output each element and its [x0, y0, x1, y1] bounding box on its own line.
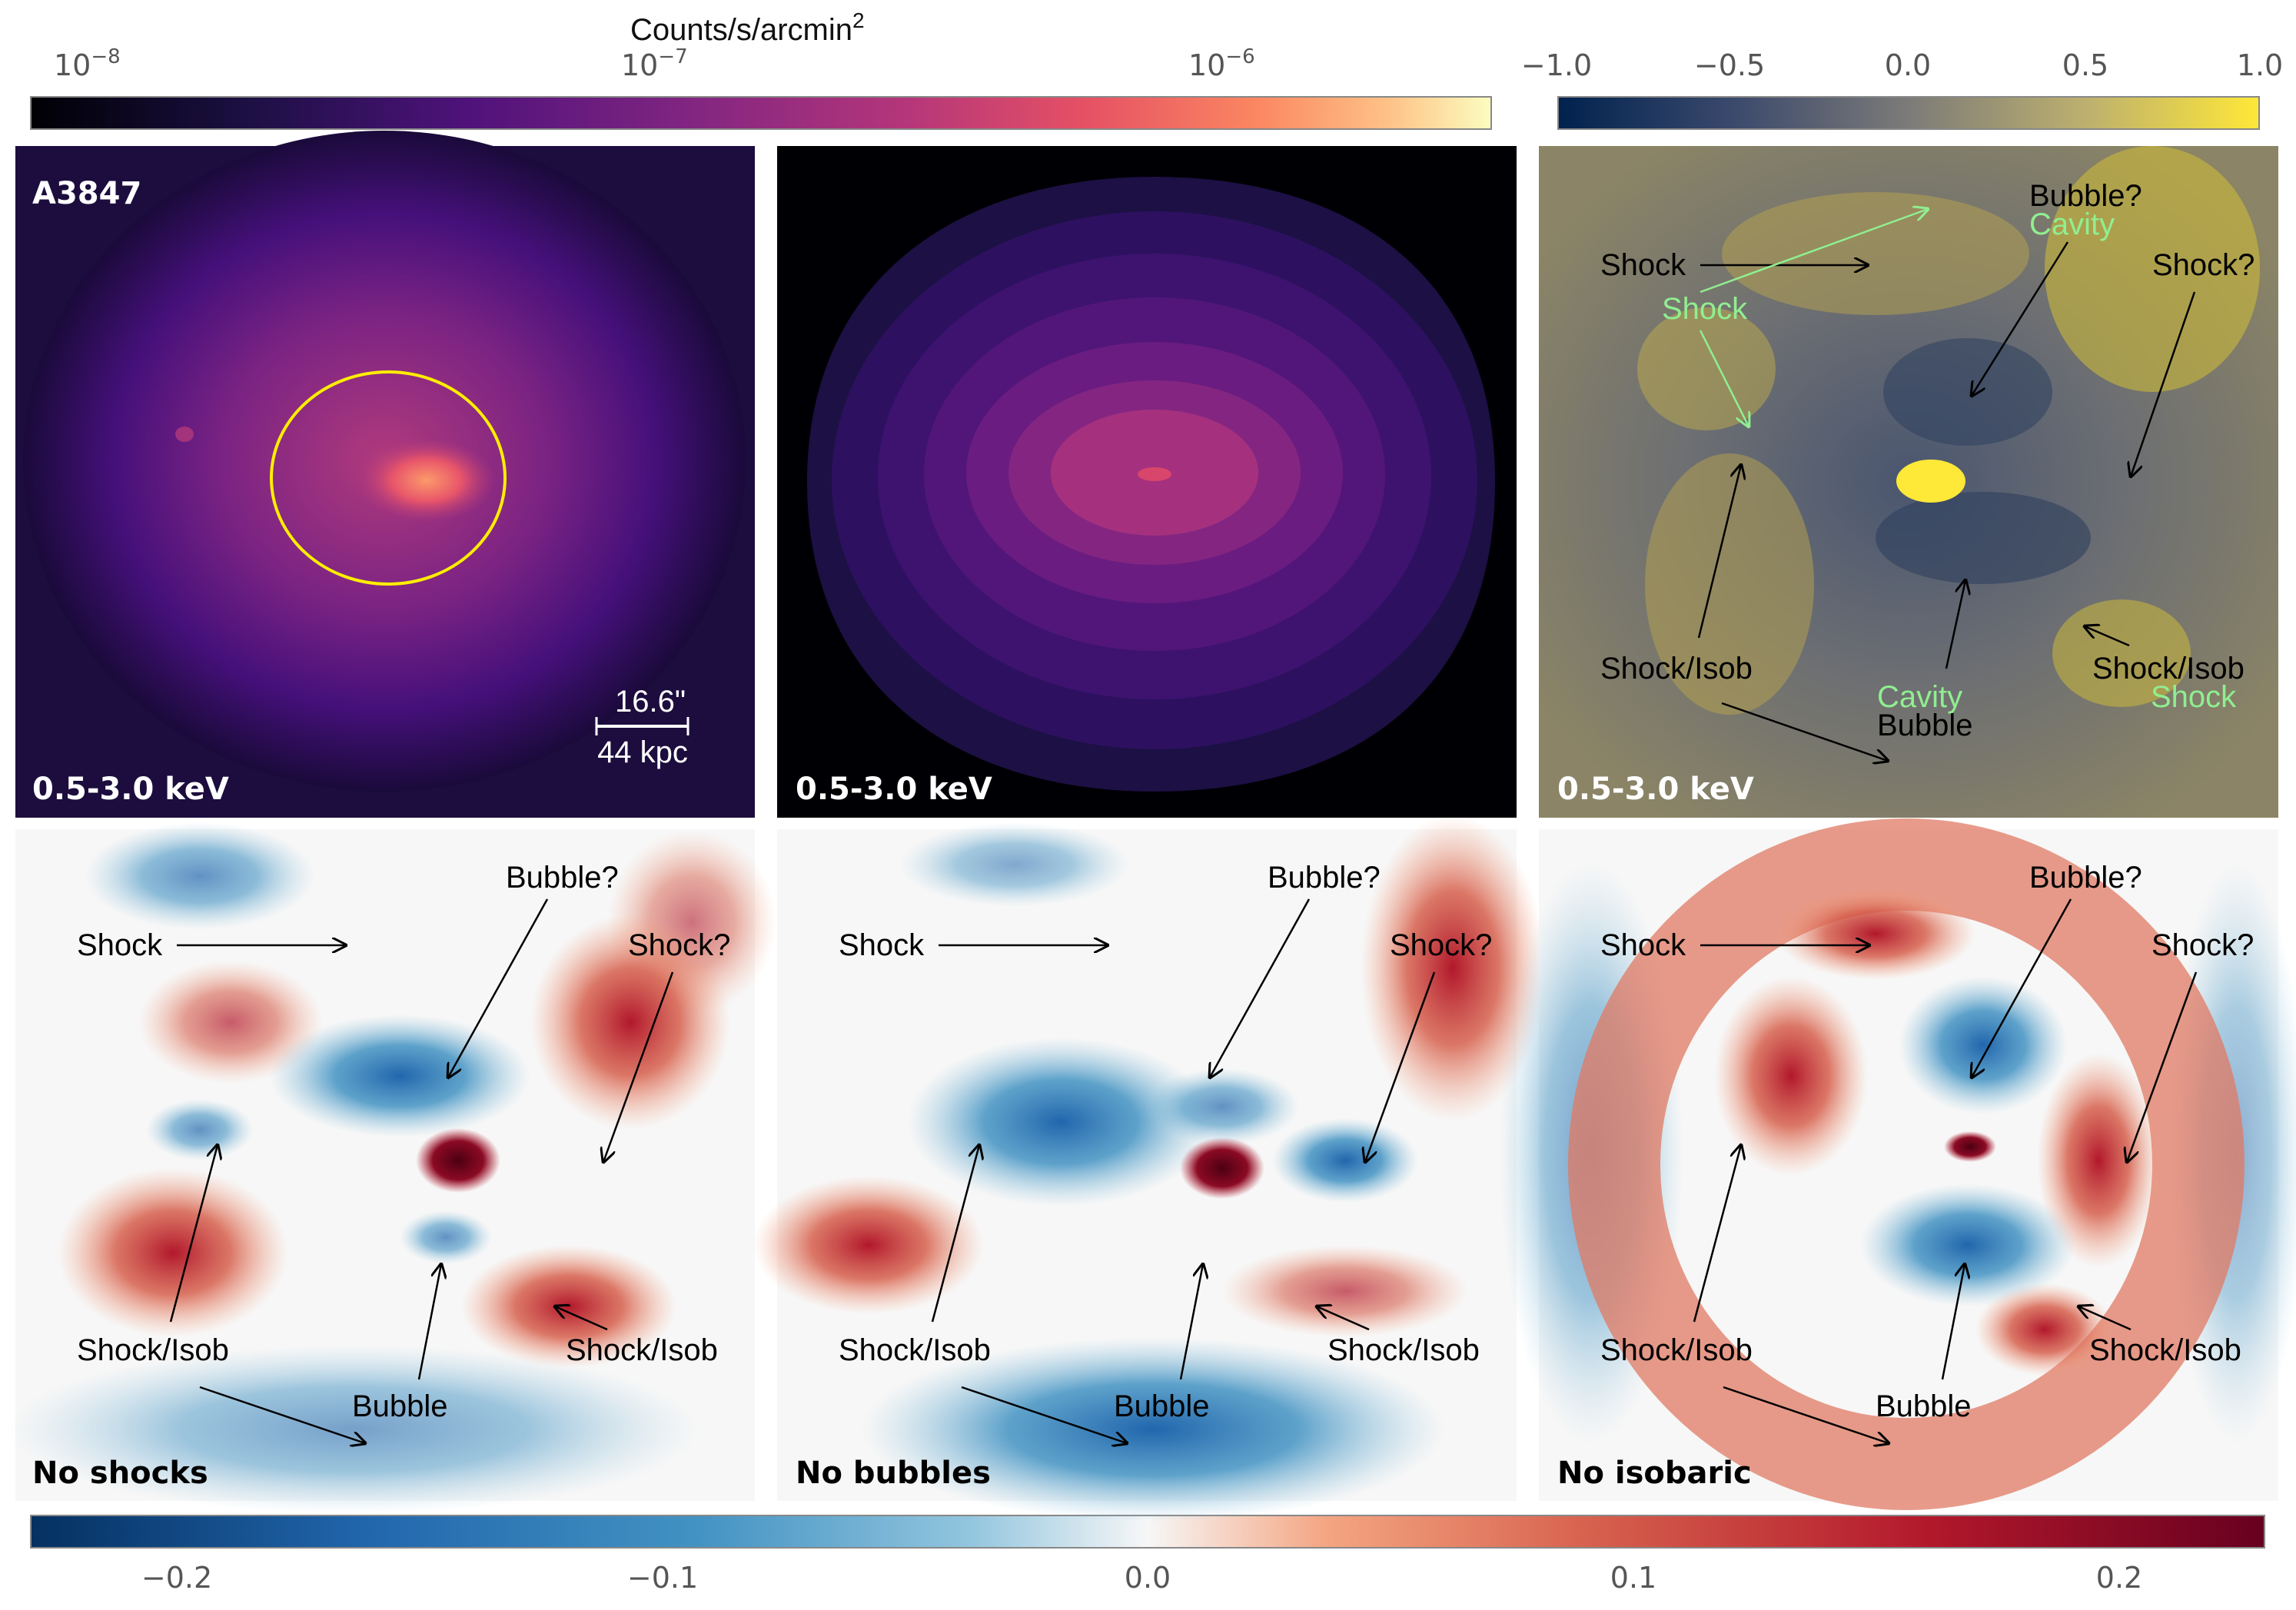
panel-no-shocks: No shocks	[8, 822, 776, 1514]
residual-core	[1180, 1137, 1264, 1199]
object-name: A3847	[32, 176, 141, 211]
annotation-bubble-q: Bubble?	[2029, 179, 2142, 213]
scale-bar-distance: 44 kpc	[597, 735, 688, 769]
bright-core	[357, 438, 496, 523]
ratio-tick: 0.5	[2062, 48, 2108, 82]
ratio-colorbar: −1.0 −0.5 0.0 0.5 1.0	[1521, 48, 2283, 130]
annotation-bubble-q: Bubble?	[2029, 861, 2142, 895]
annotation-bubble: Bubble	[1114, 1389, 1210, 1423]
annotation-cavity: Cavity	[2029, 207, 2115, 241]
residual-tick: −0.1	[627, 1561, 698, 1595]
annotation-shock-q: Shock?	[2151, 928, 2254, 962]
counts-tick-1e-8: 10−8	[54, 45, 121, 82]
counts-tick-1e-6: 10−6	[1188, 45, 1255, 82]
counts-colorbar-label: Counts/s/arcmin2	[630, 8, 865, 47]
scale-bar: 16.6" 44 kpc	[595, 685, 689, 769]
panel-label-no-shocks: No shocks	[32, 1456, 208, 1491]
residual-tick: 0.1	[1610, 1561, 1656, 1595]
annotation-cavity: Cavity	[1877, 680, 1962, 714]
annotation-shock-isob: Shock/Isob	[2092, 652, 2244, 685]
annotations-no-bubbles: Shock Bubble? Shock? Shock/Isob Bubble S…	[839, 861, 1492, 1443]
scale-bar-angle: 16.6"	[615, 685, 686, 719]
panel-model: 0.5-3.0 keV	[777, 146, 1517, 818]
annotation-shock-isob: Shock/Isob	[1600, 652, 1753, 685]
ratio-colorbar-bar	[1557, 96, 2260, 130]
panel-ratio: 0.5-3.0 keV	[1539, 146, 2278, 818]
annotation-bubble: Bubble	[352, 1389, 448, 1423]
panel-label-no-isobaric: No isobaric	[1557, 1456, 1752, 1491]
residual-core	[1944, 1131, 1996, 1162]
ratio-tick: 0.0	[1885, 48, 1931, 82]
panel-no-isobaric: No isobaric	[1499, 818, 2296, 1510]
residual-colorbar: −0.2 −0.1 0.0 0.1 0.2	[30, 1515, 2265, 1595]
annotation-shock-isob: Shock/Isob	[1327, 1333, 1480, 1367]
energy-band-label: 0.5-3.0 keV	[1557, 772, 1754, 807]
energy-band-label: 0.5-3.0 keV	[796, 772, 992, 807]
panel-no-bubbles: No bubbles	[753, 815, 1545, 1522]
annotation-shock-q: Shock?	[1390, 928, 1492, 962]
annotation-shock-green: Shock	[1662, 292, 1748, 326]
ratio-tick: −1.0	[1521, 48, 1592, 82]
cavity-ellipse	[270, 370, 507, 586]
annotation-shock-isob: Shock/Isob	[1600, 1333, 1753, 1367]
residual-tick: 0.0	[1125, 1561, 1171, 1595]
annotation-shock-isob: Shock/Isob	[77, 1333, 229, 1367]
annotation-shock-q: Shock?	[2152, 248, 2254, 282]
annotations-ratio: Shock Shock Bubble? Cavity Shock? Shock/…	[1600, 179, 2254, 761]
annotation-shock: Shock	[839, 928, 925, 962]
annotation-shock: Shock	[1600, 248, 1686, 282]
ratio-tick: −0.5	[1694, 48, 1765, 82]
panel-observed: A3847 16.6" 44 kpc 0.5-3.0 keV	[15, 131, 755, 818]
annotation-shock-green: Shock	[2151, 680, 2237, 714]
annotation-shock: Shock	[1600, 928, 1686, 962]
residual-core	[416, 1128, 500, 1193]
residual-tick: −0.2	[141, 1561, 212, 1595]
annotation-bubble: Bubble	[1876, 1389, 1972, 1423]
annotation-bubble-q: Bubble?	[1268, 861, 1381, 895]
annotation-bubble: Bubble	[1877, 709, 1973, 742]
model-core	[1138, 467, 1171, 481]
panel-label-no-bubbles: No bubbles	[796, 1456, 991, 1491]
counts-colorbar: Counts/s/arcmin2 10−8 10−7 10−6	[30, 8, 1492, 130]
annotation-shock: Shock	[77, 928, 163, 962]
annotation-shock-isob: Shock/Isob	[566, 1333, 718, 1367]
ratio-tick: 1.0	[2237, 48, 2283, 82]
energy-band-label: 0.5-3.0 keV	[32, 772, 229, 807]
annotation-bubble-q: Bubble?	[506, 861, 619, 895]
annotations-no-shocks: Shock Bubble? Shock? Shock/Isob Bubble S…	[77, 861, 730, 1443]
annotation-shock-isob: Shock/Isob	[839, 1333, 991, 1367]
counts-colorbar-bar	[30, 96, 1492, 130]
annotation-shock-isob: Shock/Isob	[2089, 1333, 2241, 1367]
counts-tick-1e-7: 10−7	[621, 45, 688, 82]
residual-tick: 0.2	[2096, 1561, 2142, 1595]
annotation-shock-q: Shock?	[628, 928, 730, 962]
ratio-core	[1896, 460, 1965, 503]
annotations-no-isobaric: Shock Bubble? Shock? Shock/Isob Bubble S…	[1600, 861, 2254, 1443]
